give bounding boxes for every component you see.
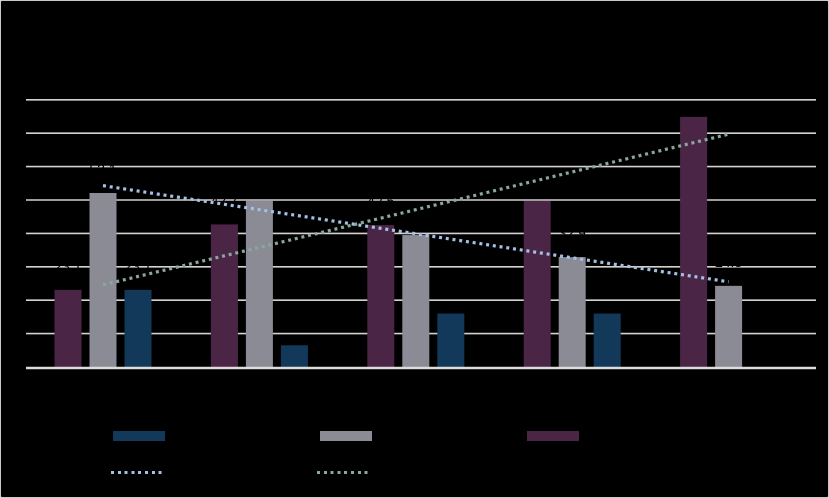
bar-gray-bars-cat2 [245, 200, 273, 367]
bar-plum-bars-cat3 [367, 225, 395, 367]
plum-bars-swatch-icon [527, 431, 579, 441]
bar-label-navy-bars-cat3: 16.0 [437, 282, 464, 298]
bar-label-plum-bars-cat5: 74.9 [680, 85, 707, 101]
bar-gray-bars-cat1 [89, 192, 117, 367]
bar-navy-bars-cat2 [280, 345, 308, 367]
bar-gray-bars-cat5 [715, 285, 743, 367]
bar-label-plum-bars-cat4: 49.7 [524, 169, 551, 185]
legend-item-gray-bars [320, 430, 380, 442]
sage-dotted-line-swatch-icon [317, 470, 369, 474]
bar-label-plum-bars-cat2: 42.7 [211, 192, 238, 208]
navy-bars-swatch-icon [113, 431, 165, 441]
bar-label-plum-bars-cat1: 23.1 [54, 258, 81, 274]
bar-plum-bars-cat1 [54, 289, 82, 367]
light-blue-dotted-line-swatch-icon [111, 470, 163, 474]
bar-label-navy-bars-cat1: 23.1 [124, 258, 151, 274]
bar-label-navy-bars-cat4: 16.0 [594, 282, 621, 298]
bar-label-navy-bars-cat2: 6.5 [285, 313, 305, 329]
bar-navy-bars-cat3 [437, 313, 465, 367]
bar-gray-bars-cat4 [558, 257, 586, 367]
bar-label-gray-bars-cat1: 52.1 [89, 161, 116, 177]
bar-navy-bars-cat4 [593, 313, 621, 367]
bar-plum-bars-cat4 [523, 201, 551, 367]
bar-label-plum-bars-cat3: 42.5 [367, 193, 394, 209]
bar-plum-bars-cat2 [210, 224, 238, 367]
legend-item-light-blue-dotted-line [111, 466, 171, 478]
legend-item-sage-dotted-line [317, 466, 377, 478]
bar-label-gray-bars-cat2: 49.9 [246, 168, 273, 184]
bar-navy-bars-cat1 [124, 289, 152, 367]
bar-plum-bars-cat5 [680, 116, 708, 367]
gray-bars-swatch-icon [320, 431, 372, 441]
sage-dotted-line [102, 132, 729, 287]
bar-label-gray-bars-cat4: 32.9 [559, 225, 586, 241]
legend-item-navy-bars [113, 430, 173, 442]
legend-item-plum-bars [527, 430, 587, 442]
bar-label-gray-bars-cat5: 24.3 [715, 254, 742, 270]
bar-gray-bars-cat3 [402, 235, 430, 367]
